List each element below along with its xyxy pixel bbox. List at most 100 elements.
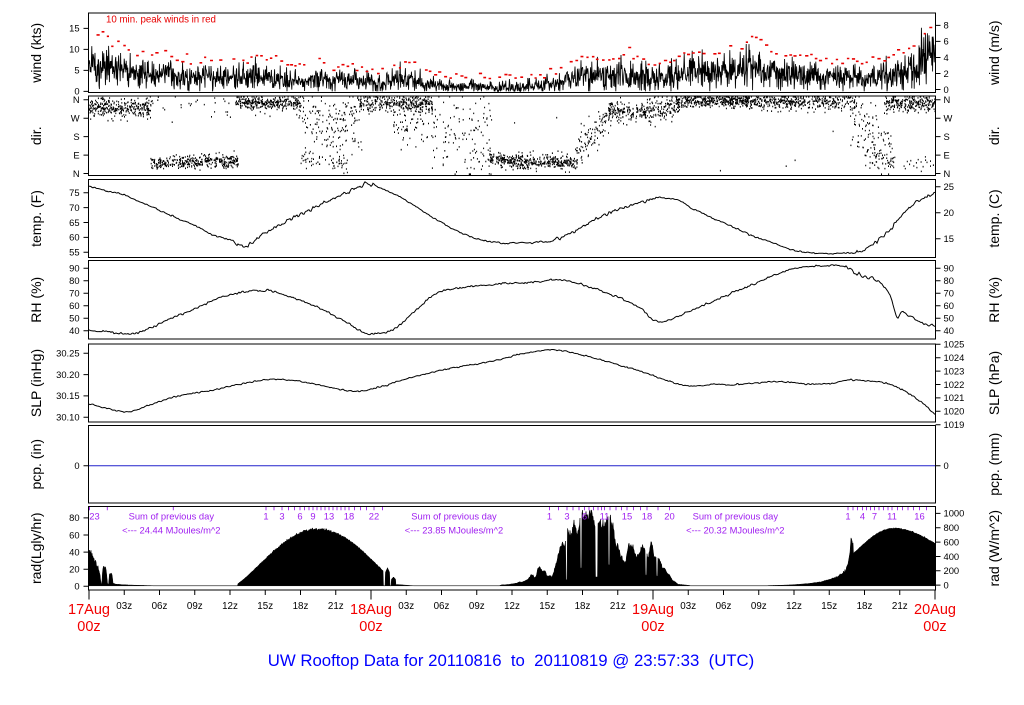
- svg-text:1000: 1000: [944, 508, 965, 519]
- svg-text:03z: 03z: [680, 601, 696, 612]
- svg-text:80: 80: [69, 512, 79, 523]
- svg-text:N: N: [73, 168, 80, 179]
- svg-text:22: 22: [369, 511, 379, 522]
- svg-text:N: N: [944, 168, 951, 179]
- svg-text:09z: 09z: [751, 601, 767, 612]
- svg-text:15z: 15z: [257, 601, 273, 612]
- svg-text:20Aug: 20Aug: [914, 602, 956, 618]
- svg-text:18z: 18z: [293, 601, 309, 612]
- svg-text:1025: 1025: [944, 339, 965, 350]
- svg-text:12z: 12z: [786, 601, 802, 612]
- svg-text:20: 20: [664, 511, 674, 522]
- svg-text:1021: 1021: [944, 392, 965, 403]
- svg-text:SLP (hPa): SLP (hPa): [986, 351, 1002, 415]
- svg-text:80: 80: [944, 275, 954, 286]
- svg-text:15: 15: [69, 23, 79, 34]
- svg-text:09z: 09z: [469, 601, 485, 612]
- svg-text:<--- 20.32 MJoules/m^2: <--- 20.32 MJoules/m^2: [686, 524, 784, 535]
- svg-text:4: 4: [944, 52, 949, 63]
- svg-text:4: 4: [860, 511, 865, 522]
- svg-text:dir.: dir.: [986, 126, 1002, 145]
- svg-text:18: 18: [344, 511, 354, 522]
- svg-text:03z: 03z: [116, 601, 132, 612]
- svg-text:15: 15: [622, 511, 632, 522]
- svg-text:30.20: 30.20: [56, 369, 79, 380]
- svg-text:1: 1: [845, 511, 850, 522]
- svg-text:temp. (F): temp. (F): [28, 190, 44, 247]
- svg-text:W: W: [71, 113, 80, 124]
- svg-text:18z: 18z: [857, 601, 873, 612]
- svg-text:11: 11: [600, 511, 610, 522]
- svg-text:wind (m/s): wind (m/s): [986, 20, 1002, 86]
- svg-text:06z: 06z: [716, 601, 732, 612]
- svg-text:800: 800: [944, 522, 960, 533]
- svg-text:Sum of previous day: Sum of previous day: [129, 511, 215, 522]
- svg-text:10: 10: [69, 44, 79, 55]
- svg-text:6: 6: [582, 511, 587, 522]
- svg-text:6: 6: [944, 36, 949, 47]
- svg-text:RH (%): RH (%): [28, 277, 44, 323]
- svg-text:RH (%): RH (%): [986, 277, 1002, 323]
- svg-text:E: E: [73, 149, 79, 160]
- svg-text:9: 9: [310, 511, 315, 522]
- svg-text:Sum of previous day: Sum of previous day: [411, 511, 497, 522]
- svg-text:60: 60: [69, 232, 79, 243]
- svg-text:06z: 06z: [152, 601, 168, 612]
- svg-text:wind (kts): wind (kts): [28, 23, 44, 84]
- svg-text:12z: 12z: [222, 601, 238, 612]
- svg-text:18z: 18z: [575, 601, 591, 612]
- svg-text:200: 200: [944, 565, 960, 576]
- svg-text:15: 15: [944, 233, 954, 244]
- svg-text:60: 60: [944, 300, 954, 311]
- svg-text:90: 90: [944, 263, 954, 274]
- svg-text:21z: 21z: [610, 601, 626, 612]
- svg-text:21z: 21z: [328, 601, 344, 612]
- svg-text:30.10: 30.10: [56, 412, 79, 423]
- svg-text:pcp. (mm): pcp. (mm): [986, 433, 1002, 496]
- svg-text:70: 70: [69, 288, 79, 299]
- svg-text:40: 40: [944, 325, 954, 336]
- svg-text:6: 6: [297, 511, 302, 522]
- svg-text:10 min. peak winds in red: 10 min. peak winds in red: [106, 15, 216, 26]
- svg-text:20: 20: [944, 207, 954, 218]
- svg-text:00z: 00z: [923, 619, 946, 635]
- svg-text:12z: 12z: [504, 601, 520, 612]
- svg-text:0: 0: [74, 86, 79, 97]
- svg-text:18: 18: [642, 511, 652, 522]
- svg-text:40: 40: [69, 325, 79, 336]
- svg-text:21z: 21z: [892, 601, 908, 612]
- svg-text:dir.: dir.: [28, 126, 44, 145]
- svg-text:70: 70: [944, 288, 954, 299]
- svg-text:15z: 15z: [821, 601, 837, 612]
- svg-text:40: 40: [69, 546, 79, 557]
- svg-text:400: 400: [944, 551, 960, 562]
- svg-text:65: 65: [69, 217, 79, 228]
- svg-text:0: 0: [944, 460, 949, 471]
- svg-text:17Aug: 17Aug: [68, 602, 110, 618]
- svg-text:13: 13: [324, 511, 334, 522]
- svg-text:3: 3: [279, 511, 284, 522]
- svg-text:1: 1: [263, 511, 268, 522]
- svg-text:N: N: [944, 94, 951, 105]
- svg-text:W: W: [944, 113, 953, 124]
- svg-text:1019: 1019: [944, 419, 965, 430]
- svg-text:15z: 15z: [539, 601, 555, 612]
- svg-text:<--- 23.85 MJoules/m^2: <--- 23.85 MJoules/m^2: [405, 524, 503, 535]
- svg-text:SLP (inHg): SLP (inHg): [28, 349, 44, 417]
- svg-text:UW Rooftop Data for 20110816: UW Rooftop Data for 20110816 to 20110819…: [268, 651, 755, 670]
- svg-text:09z: 09z: [187, 601, 203, 612]
- svg-text:20: 20: [69, 564, 79, 575]
- svg-text:55: 55: [69, 247, 79, 258]
- svg-text:rad (W/m^2): rad (W/m^2): [986, 510, 1002, 587]
- svg-text:5: 5: [74, 65, 79, 76]
- svg-text:03z: 03z: [398, 601, 414, 612]
- svg-text:N: N: [73, 94, 80, 105]
- svg-text:50: 50: [69, 313, 79, 324]
- svg-text:1022: 1022: [944, 379, 965, 390]
- svg-text:06z: 06z: [434, 601, 450, 612]
- svg-text:30.15: 30.15: [56, 390, 79, 401]
- svg-text:S: S: [73, 131, 79, 142]
- svg-text:00z: 00z: [77, 619, 100, 635]
- svg-text:0: 0: [944, 84, 949, 95]
- svg-text:0: 0: [74, 581, 79, 592]
